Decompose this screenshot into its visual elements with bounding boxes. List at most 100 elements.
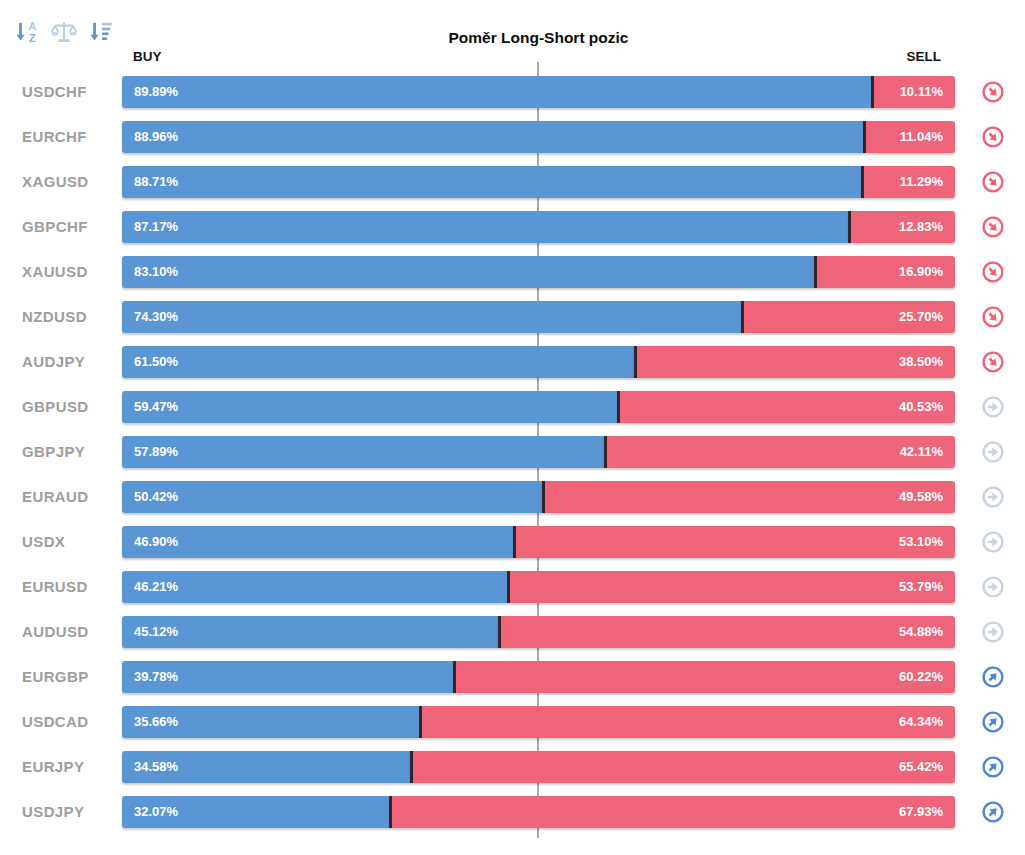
signal-button[interactable] <box>981 395 1005 419</box>
buy-bar: 59.47% <box>122 391 617 423</box>
buy-value: 61.50% <box>134 346 178 378</box>
trend-down-circle-icon <box>981 170 1005 194</box>
signal-button[interactable] <box>981 125 1005 149</box>
pair-label: AUDUSD <box>0 623 122 640</box>
sort-alphabetical-button[interactable]: A Z <box>13 18 41 46</box>
trend-down-circle-icon <box>981 215 1005 239</box>
buy-bar: 39.78% <box>122 661 453 693</box>
buy-value: 59.47% <box>134 391 178 423</box>
buy-value: 45.12% <box>134 616 178 648</box>
trend-right-circle-icon <box>981 485 1005 509</box>
table-row: NZDUSD 74.30% 25.70% <box>0 294 1025 339</box>
sell-bar: 25.70% <box>741 301 955 333</box>
sell-bar: 53.79% <box>507 571 955 603</box>
sell-bar: 38.50% <box>634 346 955 378</box>
ratio-bar: 87.17% 12.83% <box>122 211 955 243</box>
ratio-bar: 32.07% 67.93% <box>122 796 955 828</box>
signal-button[interactable] <box>981 755 1005 779</box>
trend-up-circle-icon <box>981 755 1005 779</box>
trend-up-circle-icon <box>981 665 1005 689</box>
buy-bar: 32.07% <box>122 796 389 828</box>
buy-value: 83.10% <box>134 256 178 288</box>
column-headers: BUY SELL <box>122 49 955 64</box>
sell-value: 67.93% <box>899 796 943 828</box>
sell-value: 16.90% <box>899 256 943 288</box>
trend-down-circle-icon <box>981 125 1005 149</box>
trend-right-circle-icon <box>981 575 1005 599</box>
buy-bar: 89.89% <box>122 76 871 108</box>
sell-value: 40.53% <box>899 391 943 423</box>
signal-button[interactable] <box>981 350 1005 374</box>
buy-value: 88.96% <box>134 121 178 153</box>
sell-value: 54.88% <box>899 616 943 648</box>
trend-down-circle-icon <box>981 350 1005 374</box>
signal-button[interactable] <box>981 80 1005 104</box>
ratio-bar: 46.21% 53.79% <box>122 571 955 603</box>
signal-button[interactable] <box>981 575 1005 599</box>
signal-button[interactable] <box>981 440 1005 464</box>
signal-button[interactable] <box>981 215 1005 239</box>
sell-value: 25.70% <box>899 301 943 333</box>
buy-value: 87.17% <box>134 211 178 243</box>
signal-button[interactable] <box>981 800 1005 824</box>
trend-down-circle-icon <box>981 260 1005 284</box>
sort-toolbar: A Z <box>13 18 115 46</box>
buy-value: 88.71% <box>134 166 178 198</box>
pair-label: XAGUSD <box>0 173 122 190</box>
trend-down-circle-icon <box>981 305 1005 329</box>
buy-bar: 88.96% <box>122 121 863 153</box>
pair-label: GBPJPY <box>0 443 122 460</box>
pair-label: EURUSD <box>0 578 122 595</box>
signal-button[interactable] <box>981 260 1005 284</box>
ratio-bar: 34.58% 65.42% <box>122 751 955 783</box>
sell-value: 10.11% <box>900 76 943 108</box>
table-row: XAGUSD 88.71% 11.29% <box>0 159 1025 204</box>
ratio-bar: 46.90% 53.10% <box>122 526 955 558</box>
buy-header: BUY <box>133 49 162 64</box>
pair-label: EURCHF <box>0 128 122 145</box>
pair-label: EURAUD <box>0 488 122 505</box>
sell-bar: 49.58% <box>542 481 955 513</box>
sort-alphabetical-icon: A Z <box>13 18 41 46</box>
ratio-bar: 35.66% 64.34% <box>122 706 955 738</box>
sell-value: 11.04% <box>900 121 943 153</box>
balance-sort-button[interactable] <box>50 18 78 46</box>
signal-button[interactable] <box>981 305 1005 329</box>
signal-button[interactable] <box>981 530 1005 554</box>
sort-amount-button[interactable] <box>87 18 115 46</box>
sell-value: 53.10% <box>899 526 943 558</box>
balance-scale-icon <box>50 18 78 46</box>
sell-bar: 42.11% <box>604 436 955 468</box>
pair-label: AUDJPY <box>0 353 122 370</box>
trend-right-circle-icon <box>981 620 1005 644</box>
ratio-bar: 50.42% 49.58% <box>122 481 955 513</box>
table-row: EURCHF 88.96% 11.04% <box>0 114 1025 159</box>
buy-bar: 45.12% <box>122 616 498 648</box>
pair-label: USDX <box>0 533 122 550</box>
table-row: XAUUSD 83.10% 16.90% <box>0 249 1025 294</box>
sell-bar: 54.88% <box>498 616 955 648</box>
sell-bar: 10.11% <box>871 76 955 108</box>
ratio-bar: 83.10% 16.90% <box>122 256 955 288</box>
buy-bar: 34.58% <box>122 751 410 783</box>
ratio-bar: 59.47% 40.53% <box>122 391 955 423</box>
signal-button[interactable] <box>981 485 1005 509</box>
pair-label: USDCHF <box>0 83 122 100</box>
sell-value: 11.29% <box>900 166 943 198</box>
table-row: EURUSD 46.21% 53.79% <box>0 564 1025 609</box>
sell-bar: 65.42% <box>410 751 955 783</box>
buy-value: 39.78% <box>134 661 178 693</box>
table-row: EURAUD 50.42% 49.58% <box>0 474 1025 519</box>
sell-value: 64.34% <box>899 706 943 738</box>
sell-bar: 11.04% <box>863 121 955 153</box>
buy-value: 46.90% <box>134 526 178 558</box>
signal-button[interactable] <box>981 710 1005 734</box>
sell-bar: 16.90% <box>814 256 955 288</box>
ratio-bar: 61.50% 38.50% <box>122 346 955 378</box>
signal-button[interactable] <box>981 665 1005 689</box>
signal-button[interactable] <box>981 170 1005 194</box>
buy-bar: 87.17% <box>122 211 848 243</box>
buy-value: 89.89% <box>134 76 178 108</box>
ratio-bar: 45.12% 54.88% <box>122 616 955 648</box>
signal-button[interactable] <box>981 620 1005 644</box>
